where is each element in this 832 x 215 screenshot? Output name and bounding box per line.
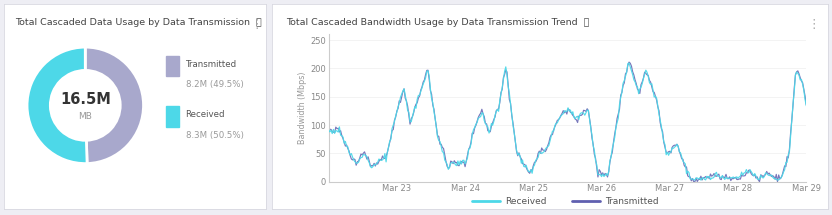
Bar <box>166 56 179 76</box>
Text: ⋮: ⋮ <box>250 18 263 31</box>
Text: 8.2M (49.5%): 8.2M (49.5%) <box>186 80 243 89</box>
Text: 8.3M (50.5%): 8.3M (50.5%) <box>186 131 244 140</box>
Bar <box>166 106 179 127</box>
Y-axis label: Bandwidth (Mbps): Bandwidth (Mbps) <box>299 72 307 144</box>
Text: Transmitted: Transmitted <box>186 60 236 69</box>
Text: MB: MB <box>78 112 92 121</box>
Text: 16.5M: 16.5M <box>60 92 111 107</box>
Text: Received: Received <box>186 110 225 119</box>
Text: Received: Received <box>506 197 547 206</box>
Wedge shape <box>85 47 143 164</box>
Text: Total Cascaded Data Usage by Data Transmission  ⓘ: Total Cascaded Data Usage by Data Transm… <box>15 18 261 27</box>
Text: ⋮: ⋮ <box>808 18 820 31</box>
Text: Transmitted: Transmitted <box>606 197 659 206</box>
Wedge shape <box>27 47 87 164</box>
Text: Total Cascaded Bandwidth Usage by Data Transmission Trend  ⓘ: Total Cascaded Bandwidth Usage by Data T… <box>286 18 589 27</box>
